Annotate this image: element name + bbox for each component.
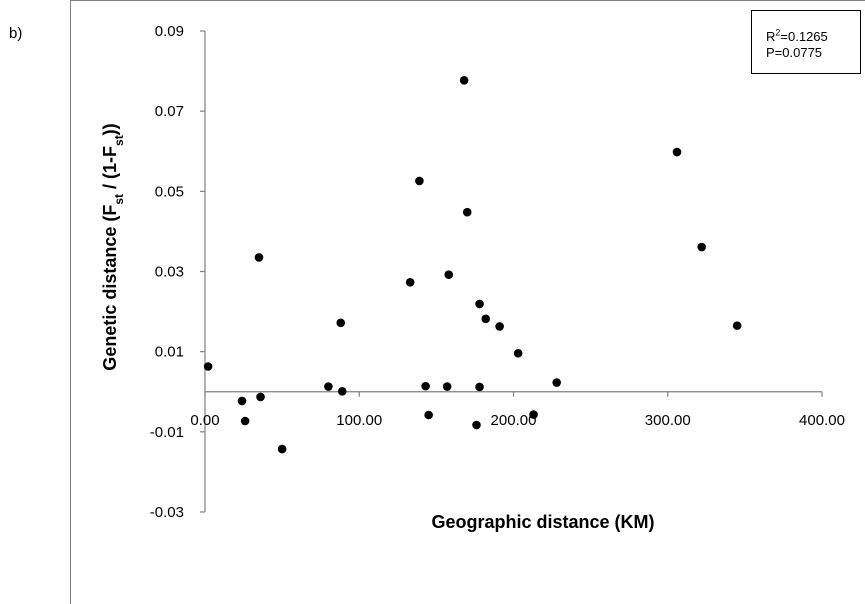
x-tick-label: 0.00 [190,412,219,429]
x-tick-label: 100.00 [336,412,382,429]
data-point [495,322,504,331]
data-point [481,314,491,324]
x-tick-label: 200.00 [491,412,537,429]
data-point [336,318,346,328]
data-point [475,299,484,309]
data-point [277,444,287,454]
panel-label: b) [9,25,23,42]
data-point [552,378,561,387]
y-tick-label: 0.05 [155,183,184,200]
data-point [421,381,430,391]
data-point [732,321,742,330]
data-point [513,348,523,358]
data-point [442,382,452,391]
y-tick-label: 0.09 [155,23,184,40]
y-tick-label: -0.03 [150,504,184,521]
data-point [444,270,454,280]
data-point [697,242,706,252]
data-point [462,207,472,217]
y-tick-label: -0.01 [150,424,184,441]
y-axis-title: Genetic distance (Fst / (1-Fst)) [100,123,126,370]
stats-box: R2=0.1265 P=0.0775 [751,10,861,74]
data-point [459,76,469,85]
data-point [240,416,250,426]
data-point [254,253,264,262]
y-tick-label: 0.01 [155,344,184,361]
r-squared-text: R2=0.1265 [766,27,828,44]
data-point [203,362,213,371]
data-point [672,147,682,157]
data-point [405,278,415,287]
tick-labels: -0.03 -0.01 0.01 0.03 0.05 0.07 0.09 0.00 100.00… [150,23,845,521]
y-tick-label: 0.07 [155,103,184,120]
x-axis-title: Geographic distance (KM) [431,512,654,532]
x-tick-label: 400.00 [799,412,845,429]
data-point [337,387,347,396]
data-point [475,382,484,392]
data-point [324,382,333,391]
data-point [424,410,433,420]
axes [200,30,823,513]
data-point [529,410,538,419]
data-points [203,76,742,454]
chart-frame [70,0,865,604]
data-point [237,396,247,406]
x-tick-label: 300.00 [645,412,691,429]
y-tick-label: 0.03 [155,264,184,281]
data-point [256,392,265,402]
p-value-text: P=0.0775 [766,45,823,60]
data-point [415,176,424,186]
data-point [472,420,481,430]
